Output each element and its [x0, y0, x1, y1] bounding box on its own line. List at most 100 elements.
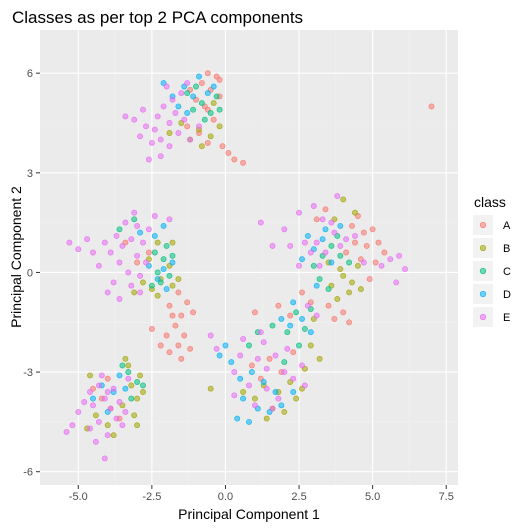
data-point-class-c: [116, 226, 123, 233]
data-point-class-e: [90, 249, 96, 256]
data-point-class-e: [166, 143, 173, 150]
data-point-class-a: [175, 342, 182, 349]
data-point-class-c: [184, 90, 191, 97]
data-point-class-d: [228, 359, 235, 366]
data-point-class-d: [116, 372, 123, 379]
data-point-class-a: [104, 375, 111, 382]
data-point-class-a: [240, 159, 247, 166]
data-point-class-e: [95, 382, 102, 389]
x-tick-label: 7.5: [439, 491, 454, 503]
data-point-class-a: [210, 116, 217, 123]
data-point-class-b: [334, 296, 341, 302]
data-point-class-a: [369, 226, 376, 233]
data-point-class-e: [107, 249, 114, 256]
data-point-class-e: [151, 213, 158, 219]
data-point-class-e: [272, 352, 279, 359]
data-point-class-b: [346, 289, 353, 296]
data-point-class-d: [163, 286, 170, 293]
data-point-class-e: [263, 365, 270, 372]
data-point-class-a: [343, 249, 350, 256]
data-point-class-e: [66, 239, 73, 246]
data-point-class-e: [128, 236, 135, 243]
data-point-class-d: [196, 73, 202, 80]
data-point-class-b: [169, 239, 176, 246]
data-point-class-b: [87, 372, 93, 379]
y-tick-label: 0: [27, 267, 33, 279]
data-point-class-a: [184, 299, 191, 306]
data-point-class-b: [92, 412, 99, 419]
data-point-class-e: [143, 259, 149, 266]
data-point-class-e: [257, 329, 264, 336]
data-point-class-c: [296, 342, 302, 349]
data-point-class-d: [278, 402, 285, 409]
data-point-class-a: [178, 312, 185, 319]
data-point-class-a: [340, 309, 347, 316]
data-point-class-d: [222, 342, 229, 349]
data-point-class-e: [260, 339, 267, 346]
data-point-class-c: [154, 269, 161, 276]
data-point-class-e: [95, 262, 102, 269]
data-point-class-c: [301, 325, 308, 332]
data-point-class-b: [251, 395, 258, 402]
legend-label-d: D: [503, 289, 511, 301]
data-point-class-e: [334, 193, 341, 200]
data-point-class-a: [346, 319, 353, 326]
data-point-class-c: [281, 359, 288, 366]
legend-swatch-d: [479, 290, 487, 298]
y-axis: -6 -3 0 3 6: [23, 68, 40, 479]
data-point-class-e: [101, 239, 108, 246]
data-point-class-a: [225, 149, 232, 156]
data-point-class-a: [157, 342, 164, 349]
data-point-class-e: [148, 139, 155, 146]
data-point-class-d: [210, 83, 217, 90]
data-point-class-a: [198, 80, 205, 87]
data-point-class-a: [175, 289, 182, 296]
data-point-class-a: [181, 332, 188, 339]
data-point-class-a: [375, 239, 382, 246]
data-point-class-b: [169, 282, 176, 289]
legend-swatch-b: [479, 244, 487, 252]
data-point-class-b: [128, 382, 135, 389]
data-point-class-e: [310, 203, 317, 209]
data-point-class-e: [104, 389, 111, 395]
data-point-class-b: [307, 342, 314, 349]
data-point-class-e: [178, 90, 185, 97]
data-point-class-a: [275, 302, 282, 309]
data-point-class-e: [316, 262, 323, 269]
data-point-class-d: [175, 103, 182, 110]
data-point-class-d: [322, 226, 329, 233]
data-point-class-e: [122, 113, 129, 120]
data-point-class-a: [372, 259, 379, 266]
data-point-class-c: [198, 100, 205, 107]
data-point-class-e: [184, 80, 191, 87]
data-point-class-e: [281, 369, 288, 376]
data-point-class-b: [240, 389, 247, 395]
data-point-class-b: [175, 276, 182, 283]
data-point-class-a: [366, 276, 373, 283]
data-point-class-b: [131, 289, 138, 296]
data-point-class-e: [134, 222, 141, 229]
data-point-class-a: [248, 362, 255, 369]
data-point-class-e: [151, 126, 158, 133]
data-point-class-e: [307, 249, 314, 256]
data-point-class-b: [125, 362, 132, 369]
data-point-class-d: [337, 222, 344, 229]
data-point-class-d: [278, 315, 285, 322]
data-point-class-d: [237, 375, 244, 382]
data-point-class-a: [169, 312, 176, 319]
data-point-class-e: [319, 216, 326, 223]
data-point-class-c: [148, 282, 155, 289]
data-point-class-e: [301, 382, 308, 389]
data-point-class-a: [204, 70, 211, 77]
y-tick-label: 6: [27, 68, 33, 80]
legend-label-a: A: [503, 220, 511, 232]
data-point-class-b: [134, 422, 141, 429]
data-point-class-e: [157, 153, 164, 160]
data-point-class-c: [328, 242, 335, 249]
data-point-class-a: [349, 222, 355, 229]
data-point-class-a: [322, 206, 329, 213]
data-point-class-b: [110, 432, 117, 439]
data-point-class-e: [69, 422, 76, 429]
data-point-class-c: [169, 252, 176, 259]
data-point-class-a: [325, 302, 332, 309]
